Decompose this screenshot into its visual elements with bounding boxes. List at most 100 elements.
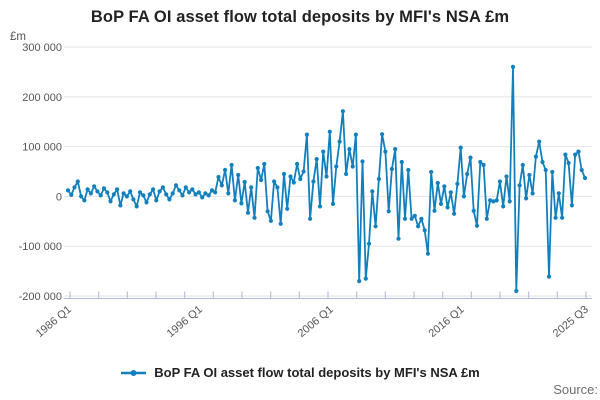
data-point-marker <box>540 159 545 165</box>
data-point-marker <box>134 204 139 209</box>
data-point-marker <box>180 193 185 198</box>
data-point-marker <box>88 191 93 196</box>
data-point-marker <box>295 161 300 167</box>
data-point-marker <box>209 188 215 193</box>
data-point-marker <box>360 159 365 164</box>
data-point-marker <box>308 216 313 221</box>
data-point-marker <box>65 188 71 193</box>
legend-line-marker-icon <box>121 369 147 376</box>
data-point-marker <box>468 155 473 160</box>
data-point-marker <box>579 167 584 173</box>
data-point-marker <box>183 185 188 190</box>
legend: BoP FA OI asset flow total deposits by M… <box>0 365 600 380</box>
data-point-marker <box>478 159 483 165</box>
data-point-marker <box>576 149 581 154</box>
data-point-marker <box>556 191 561 196</box>
data-point-marker <box>412 213 417 218</box>
data-point-marker <box>510 64 516 69</box>
chart-canvas: 300 000 200 000 100 000 0 -100 000 -200 000 £m… <box>10 31 592 340</box>
data-point-marker <box>370 189 375 194</box>
data-point-marker <box>494 198 499 203</box>
data-point-marker <box>301 169 306 174</box>
data-point-marker <box>304 132 309 137</box>
data-point-marker <box>380 132 385 137</box>
data-point-marker <box>291 180 296 185</box>
data-point-marker <box>160 185 165 190</box>
data-point-marker <box>255 165 260 171</box>
data-point-marker <box>334 164 339 169</box>
data-point-marker <box>321 149 326 154</box>
data-line <box>67 66 586 292</box>
data-point-marker <box>157 189 162 194</box>
data-point-marker <box>147 192 152 197</box>
y-axis-tick-label: 300 000 <box>22 42 62 54</box>
data-point-marker <box>141 193 146 198</box>
data-point-marker <box>242 179 247 185</box>
data-point-marker <box>118 203 123 208</box>
data-point-marker <box>151 187 156 192</box>
x-axis-tick-label: 1996 Q1 <box>165 304 205 340</box>
data-point-marker <box>330 201 336 206</box>
data-point-marker <box>200 195 205 200</box>
x-axis-tick-label: 2016 Q1 <box>427 304 467 340</box>
data-point-marker <box>259 177 264 183</box>
data-point-marker <box>488 198 493 203</box>
data-point-marker <box>376 176 381 182</box>
data-point-marker <box>566 160 571 166</box>
data-point-marker <box>406 167 411 173</box>
data-point-marker <box>481 162 486 168</box>
data-point-marker <box>530 191 535 196</box>
data-point-marker <box>550 169 555 175</box>
data-point-marker <box>484 216 489 221</box>
data-point-marker <box>115 187 120 192</box>
data-point-marker <box>281 171 287 177</box>
data-point-marker <box>167 197 172 202</box>
data-point-marker <box>105 190 110 195</box>
source-label: Source: <box>553 382 598 397</box>
data-point-marker <box>193 192 198 197</box>
y-axis-tick-label: 0 <box>56 191 62 203</box>
y-axis-tick-label: 100 000 <box>22 142 62 154</box>
data-point-marker <box>327 129 332 134</box>
data-point-marker <box>232 198 237 203</box>
y-axis-unit-label: £m <box>10 31 26 43</box>
legend-label: BoP FA OI asset flow total deposits by M… <box>154 365 480 380</box>
data-point-marker <box>75 179 80 184</box>
data-point-marker <box>537 139 542 144</box>
x-axis-tick-label: 1986 Q1 <box>34 304 74 340</box>
data-point-marker <box>425 251 430 256</box>
data-point-marker <box>432 208 437 213</box>
data-point-marker <box>285 206 290 211</box>
data-point-marker <box>442 184 447 189</box>
data-point-marker <box>196 190 201 195</box>
data-point-marker <box>111 192 116 197</box>
data-point-marker <box>124 194 129 199</box>
data-point-marker <box>373 224 378 229</box>
data-point-marker <box>101 186 107 191</box>
data-point-marker <box>190 187 195 192</box>
data-point-marker <box>501 204 506 209</box>
data-point-marker <box>389 166 394 172</box>
data-point-marker <box>448 190 453 195</box>
data-point-marker <box>563 152 568 157</box>
data-point-marker <box>458 145 463 150</box>
data-point-marker <box>399 159 404 165</box>
data-point-marker <box>128 189 133 194</box>
data-point-marker <box>543 167 548 173</box>
data-point-marker <box>546 274 552 279</box>
data-point-marker <box>347 147 352 152</box>
data-point-marker <box>314 157 319 162</box>
data-point-marker <box>187 190 192 195</box>
data-point-marker <box>517 183 522 188</box>
data-point-marker <box>223 167 228 173</box>
data-point-marker <box>98 193 103 198</box>
data-point-marker <box>340 109 345 114</box>
y-axis-tick-label: -100 000 <box>19 241 62 253</box>
data-point-marker <box>393 147 398 152</box>
data-point-marker <box>396 236 401 241</box>
data-point-marker <box>560 215 565 220</box>
data-point-marker <box>383 149 388 154</box>
y-axis-tick-label: 200 000 <box>22 92 62 104</box>
data-point-marker <box>337 139 342 144</box>
data-point-marker <box>363 276 368 281</box>
